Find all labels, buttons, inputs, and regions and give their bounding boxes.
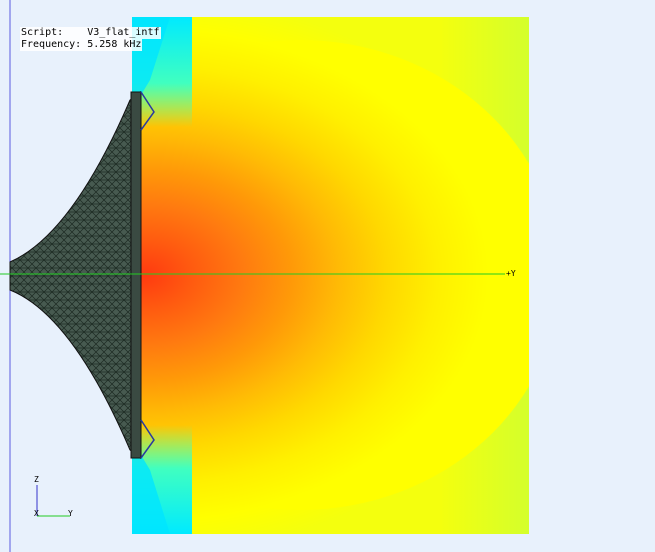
triad-x-label: X — [34, 509, 39, 518]
frequency-info: Frequency: 5.258 kHz — [20, 39, 143, 51]
script-name: V3_flat_intf — [87, 27, 160, 38]
horn-mesh — [9, 90, 155, 460]
pressure-field-plot — [132, 17, 529, 534]
triad-y-label: Y — [68, 509, 73, 518]
frequency-label: Frequency: — [21, 39, 82, 50]
coordinate-triad-icon — [36, 485, 70, 517]
script-label: Script: — [21, 27, 64, 38]
triad-z-label: Z — [34, 475, 39, 484]
frequency-value: 5.258 kHz — [87, 39, 142, 50]
y-axis-label: +Y — [506, 269, 516, 278]
script-info: Script: V3_flat_intf — [20, 27, 161, 39]
